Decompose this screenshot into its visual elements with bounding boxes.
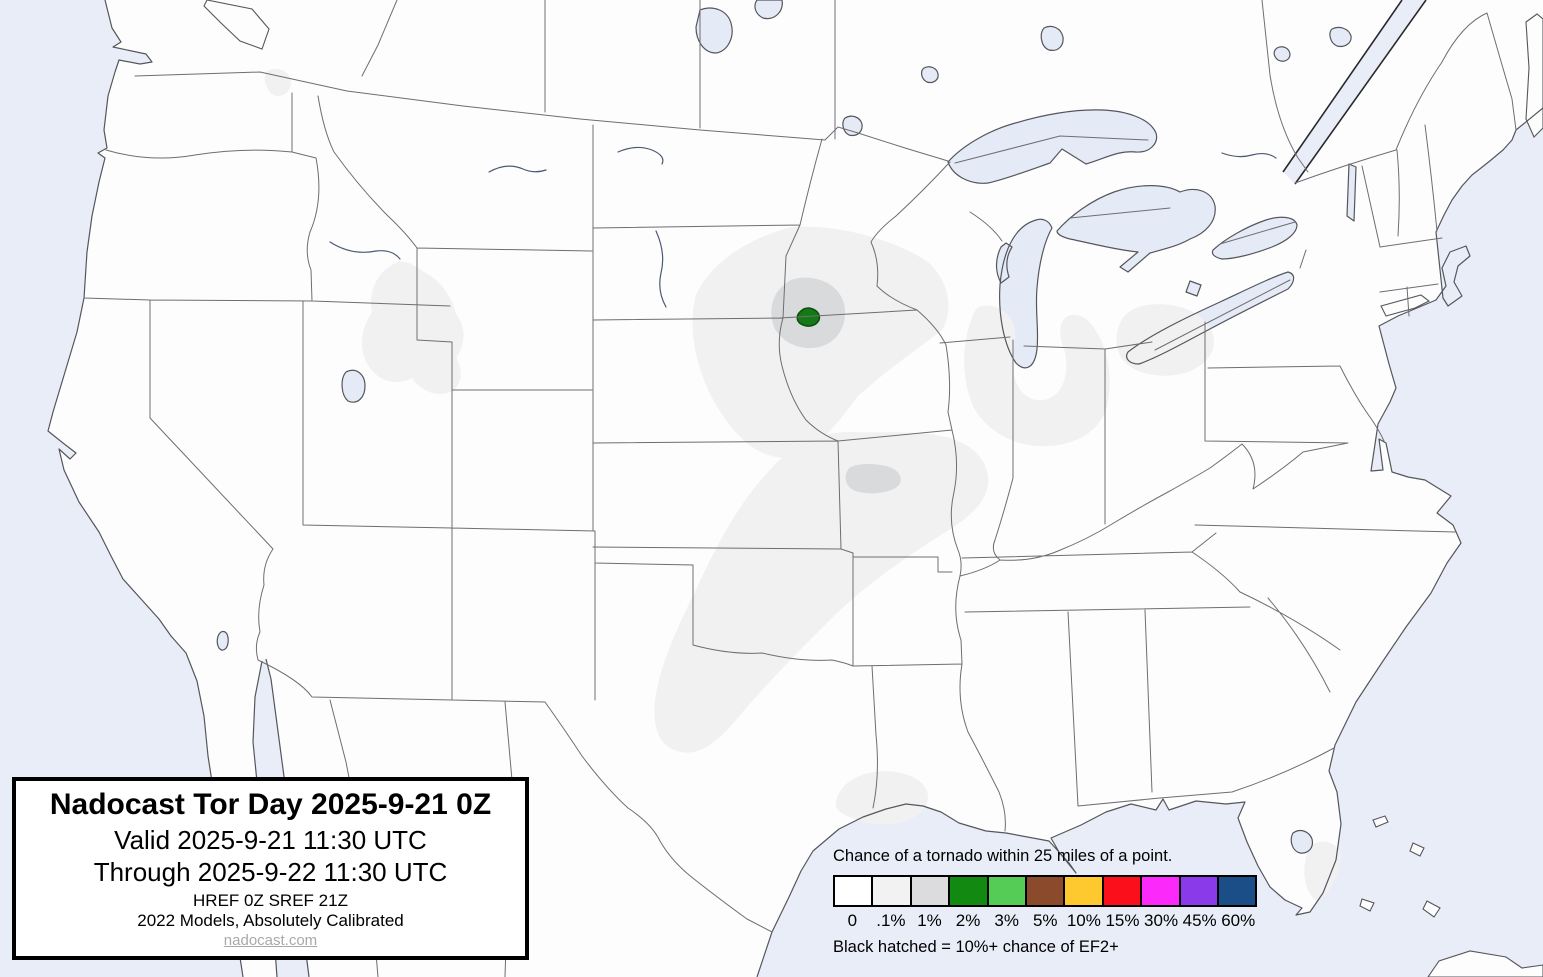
- contour-01pct-southern-lake-michigan: [964, 305, 1110, 447]
- title-box: Nadocast Tor Day 2025-9-21 0Z Valid 2025…: [12, 777, 529, 960]
- quebec-lake-2: [1274, 46, 1290, 62]
- pacific-coastline: [47, 0, 244, 977]
- legend-label: 3%: [994, 911, 1019, 930]
- probability-contours: [264, 68, 1341, 901]
- st-lawrence-outline: [1282, 0, 1427, 185]
- legend-label: 45%: [1182, 911, 1217, 930]
- nova-scotia: [1525, 13, 1543, 138]
- bahamas-island-4: [1422, 900, 1441, 918]
- legend-swatch-5: [1024, 875, 1066, 907]
- nadocast-link-row: nadocast.com: [16, 931, 525, 950]
- cuba-coast: [1427, 950, 1543, 977]
- calibration-line: 2022 Models, Absolutely Calibrated: [137, 910, 404, 930]
- rainy-lake: [921, 66, 939, 83]
- legend-label: 30%: [1144, 911, 1179, 930]
- lake-erie-outline: [1126, 271, 1295, 365]
- legend-label: 1%: [917, 911, 942, 930]
- atlantic-gulf-of-mexico: [757, 108, 1543, 977]
- page-title: Nadocast Tor Day 2025-9-21 0Z: [49, 788, 492, 821]
- contour-01pct-idaho-wyoming-utah: [361, 261, 464, 395]
- lake-ontario-outline: [1211, 216, 1298, 260]
- bahamas-island-1: [1372, 815, 1389, 828]
- through-time: Through 2025-9-22 11:30 UTC: [93, 856, 448, 887]
- legend-label: 2%: [955, 911, 981, 930]
- lake-winnipeg: [696, 8, 733, 54]
- nadocast-link[interactable]: nadocast.com: [223, 931, 318, 949]
- river-squiggles: [329, 146, 1277, 308]
- legend-swatch-1: [909, 875, 951, 907]
- great-salt-lake-outline: [341, 369, 366, 403]
- pacific-ocean: [0, 0, 243, 977]
- legend-labels: 0 .1% 1% 2% 3% 5% 10% 15% 30% 45% 60%: [833, 911, 1273, 931]
- legend-swatch-30: [1140, 875, 1181, 907]
- legend-label: 5%: [1032, 911, 1058, 930]
- legend-label: 15%: [1105, 911, 1140, 930]
- contour-01pct-pacific-northwest: [264, 68, 291, 96]
- bahamas-island-2: [1409, 842, 1425, 857]
- salton-sea-outline: [216, 630, 229, 651]
- coastlines: [47, 0, 1543, 977]
- vancouver-island: [203, 0, 270, 50]
- state-borders-midwest-east: [870, 161, 1456, 807]
- lake-champlain: [1347, 164, 1356, 221]
- bahamas-island-3: [1359, 898, 1375, 912]
- state-borders: [83, 0, 1517, 977]
- legend-heading: Chance of a tornado within 25 miles of a…: [833, 847, 1173, 865]
- lake-nipigon: [1041, 26, 1064, 51]
- quebec-lake-1: [1329, 27, 1352, 47]
- legend-label: 10%: [1066, 911, 1101, 930]
- legend-swatch-3: [986, 875, 1027, 907]
- legend-label: 60%: [1221, 911, 1256, 930]
- contour-2pct-maximum: [796, 307, 821, 327]
- contour-1pct-north-missouri: [845, 463, 901, 494]
- contour-01pct-texas-gulf-coast: [835, 771, 928, 825]
- lake-okeechobee: [1291, 830, 1313, 854]
- valid-time: Valid 2025-9-21 11:30 UTC: [114, 824, 427, 855]
- legend-swatch-60: [1216, 875, 1258, 907]
- model-line: HREF 0Z SREF 21Z: [193, 890, 348, 910]
- state-borders-plains: [329, 138, 1006, 977]
- lake-st-clair-outline: [1185, 280, 1202, 297]
- long-island: [1380, 294, 1431, 317]
- legend-swatches: [833, 875, 1273, 907]
- lake-superior-outline: [947, 109, 1158, 184]
- borders-canada-lakes-midlines: [361, 0, 1296, 351]
- lake-okeechobee-outline: [1290, 829, 1314, 854]
- legend-swatch-2: [948, 875, 989, 907]
- salton-sea: [217, 631, 229, 651]
- green-bay: [996, 243, 1012, 283]
- lake-huron-outline: [1056, 185, 1216, 273]
- legend-swatch-0: [833, 875, 874, 907]
- st-lawrence-river: [1283, 0, 1426, 184]
- legend-swatch-10: [1063, 875, 1104, 907]
- green-bay-outline: [995, 242, 1013, 284]
- lake-huron: [1057, 185, 1216, 272]
- legend-note: Black hatched = 10%+ chance of EF2+: [833, 938, 1119, 956]
- lake-champlain-outline: [1346, 163, 1357, 222]
- legend-label: .1%: [876, 911, 906, 930]
- contour-01pct-offshore-florida: [1304, 841, 1341, 901]
- legend: Chance of a tornado within 25 miles of a…: [833, 847, 1273, 957]
- contour-01pct-southeast-michigan: [1116, 304, 1214, 376]
- legend-swatch-01: [871, 875, 912, 907]
- lake-manitoba: [755, 0, 783, 19]
- gulf-atlantic-coastline: [756, 107, 1543, 977]
- state-borders-west: [83, 71, 949, 703]
- legend-swatch-45: [1178, 875, 1219, 907]
- state-borders-northeast: [1261, 0, 1517, 317]
- contour-01pct-missouri-oklahoma-texas: [654, 431, 989, 753]
- lake-of-the-woods: [842, 116, 863, 136]
- islands: [203, 0, 1543, 977]
- legend-label: 0: [847, 911, 858, 930]
- legend-swatch-15: [1101, 875, 1143, 907]
- lake-st-clair: [1186, 281, 1201, 296]
- great-salt-lake: [342, 370, 365, 403]
